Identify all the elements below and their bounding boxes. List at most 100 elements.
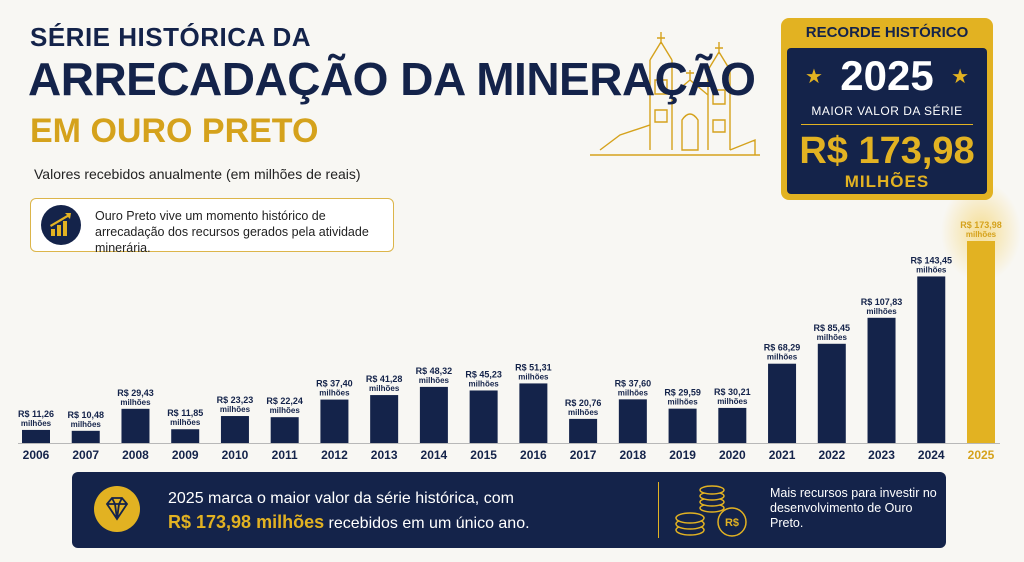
value-unit: milhões (518, 372, 549, 381)
value-unit: milhões (369, 384, 400, 393)
footer-box: 2025 marca o maior valor da série histór… (72, 472, 946, 548)
x-tick-label: 2019 (669, 448, 696, 462)
star-icon: ★ (951, 66, 969, 88)
x-tick-label: 2017 (570, 448, 597, 462)
record-caption: MAIOR VALOR DA SÉRIE (811, 104, 963, 118)
note-text: Ouro Preto vive um momento histórico de … (95, 209, 369, 255)
bar (519, 383, 548, 443)
bar (22, 429, 50, 443)
x-tick-label: 2023 (868, 448, 895, 462)
bar (867, 317, 896, 443)
bar (817, 343, 846, 443)
bar (370, 395, 399, 443)
x-tick-label: 2014 (421, 448, 448, 462)
value-label: R$ 23,23 (217, 395, 254, 405)
x-tick-label: 2018 (619, 448, 646, 462)
value-unit: milhões (469, 379, 500, 388)
x-tick-label: 2012 (321, 448, 348, 462)
footer-text: recebidos em um único ano. (328, 515, 530, 532)
note-box: Ouro Preto vive um momento histórico de … (30, 198, 394, 255)
value-label: R$ 22,24 (266, 396, 303, 406)
bar (220, 416, 249, 443)
value-unit: milhões (568, 408, 599, 417)
bar (419, 386, 448, 443)
church-illustration (590, 32, 760, 156)
bar (270, 417, 299, 443)
x-tick-label: 2007 (72, 448, 99, 462)
value-label: R$ 29,43 (117, 388, 154, 398)
value-unit: milhões (667, 398, 698, 407)
value-label: R$ 143,45 (910, 255, 952, 265)
bar (618, 399, 647, 443)
value-label: R$ 11,85 (167, 408, 203, 418)
value-label: R$ 37,40 (316, 379, 353, 389)
bar (718, 407, 747, 443)
record-panel: ★ ★ 2025 MAIOR VALOR DA SÉRIE R$ 173,98 … (787, 48, 987, 194)
value-unit: milhões (220, 405, 251, 414)
star-icon: ★ (805, 66, 823, 88)
bar (668, 408, 697, 443)
value-label: R$ 68,29 (764, 343, 801, 353)
x-tick-label: 2015 (470, 448, 497, 462)
x-tick-label: 2022 (818, 448, 845, 462)
title-main: ARRECADAÇÃO DA MINERAÇÃO (28, 53, 756, 105)
highlight-glow (941, 182, 1021, 282)
diamond-icon (94, 486, 140, 532)
value-unit: milhões (966, 230, 997, 239)
value-unit: milhões (170, 418, 201, 427)
x-tick-label: 2020 (719, 448, 746, 462)
coin-symbol: R$ (725, 517, 739, 529)
x-tick-label: 2013 (371, 448, 398, 462)
value-label: R$ 51,31 (515, 362, 552, 372)
value-label: R$ 11,26 (18, 409, 54, 419)
growth-icon (41, 205, 81, 245)
value-unit: milhões (71, 420, 102, 429)
record-unit: MILHÕES (844, 172, 930, 191)
bar (121, 408, 150, 443)
bar (768, 363, 797, 443)
divider (801, 124, 973, 125)
record-value: R$ 173,98 (799, 130, 975, 172)
footer-highlight: R$ 173,98 milhões (168, 512, 325, 532)
value-unit: milhões (618, 388, 649, 397)
footer-text: R$ 173,98 milhões recebidos em um único … (168, 512, 530, 533)
value-unit: milhões (717, 397, 748, 406)
x-tick-label: 2016 (520, 448, 547, 462)
footer-text: 2025 marca o maior valor da série histór… (168, 490, 514, 507)
x-tick-label: 2011 (272, 448, 298, 462)
value-unit: milhões (817, 333, 848, 342)
x-tick-label: 2024 (918, 448, 945, 462)
bar (917, 276, 946, 443)
x-tick-label: 2010 (222, 448, 249, 462)
x-tick-label: 2006 (23, 448, 50, 462)
value-label: R$ 30,21 (714, 387, 751, 397)
bar (469, 390, 498, 443)
value-label: R$ 37,60 (615, 378, 652, 388)
value-label: R$ 41,28 (366, 374, 403, 384)
record-heading: RECORDE HISTÓRICO (805, 24, 969, 41)
value-unit: milhões (767, 353, 798, 362)
coins-icon: R$ (672, 480, 752, 547)
value-unit: milhões (319, 389, 350, 398)
title-line: SÉRIE HISTÓRICA DA (30, 22, 312, 52)
value-unit: milhões (916, 265, 947, 274)
value-label: R$ 45,23 (465, 369, 502, 379)
subtitle: Valores recebidos anualmente (em milhões… (34, 166, 361, 182)
value-unit: milhões (866, 307, 897, 316)
value-label: R$ 85,45 (814, 323, 851, 333)
x-tick-label: 2009 (172, 448, 199, 462)
value-label: R$ 107,83 (861, 297, 903, 307)
bar (320, 399, 349, 443)
value-unit: milhões (270, 406, 301, 415)
value-label: R$ 29,59 (664, 388, 701, 398)
record-year: 2025 (840, 52, 934, 99)
x-tick-label: 2021 (769, 448, 796, 462)
value-unit: milhões (21, 419, 52, 428)
bar (569, 418, 598, 443)
footer-side-text: Mais recursos para investir no desenvolv… (770, 486, 937, 530)
value-unit: milhões (419, 376, 450, 385)
value-label: R$ 20,76 (565, 398, 602, 408)
bar (71, 430, 100, 443)
bar (967, 241, 995, 443)
